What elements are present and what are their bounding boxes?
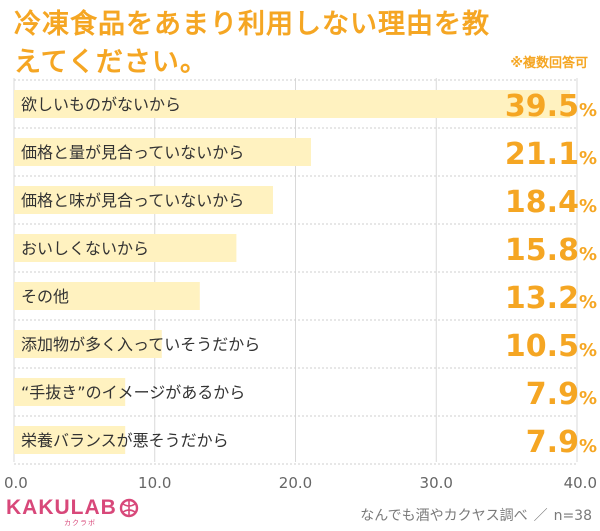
logo-ball-icon: [119, 498, 139, 518]
bar: [14, 378, 126, 406]
value-suffix: %: [579, 340, 597, 361]
value-label: 7.9%: [526, 425, 597, 460]
value-number: 10.5: [505, 329, 579, 364]
value-label: 15.8%: [505, 233, 597, 268]
source-text: なんでも酒やカクヤス調べ: [360, 508, 528, 524]
multiple-answers-note: ※複数回答可: [510, 56, 588, 71]
value-suffix: %: [579, 436, 597, 457]
value-label: 10.5%: [505, 329, 597, 364]
value-number: 7.9: [526, 425, 579, 460]
value-number: 15.8: [505, 233, 579, 268]
value-number: 39.5: [505, 89, 579, 124]
bar: [14, 138, 311, 166]
x-tick-label: 0.0: [4, 474, 28, 492]
category-label: おいしくないから: [21, 239, 149, 258]
value-suffix: %: [579, 148, 597, 169]
category-label: 価格と味が見合っていないから: [21, 191, 244, 210]
x-tick-label: 20.0: [279, 474, 312, 492]
value-number: 13.2: [505, 281, 579, 316]
value-suffix: %: [579, 196, 597, 217]
x-tick-label: 30.0: [420, 474, 453, 492]
bar: [14, 234, 237, 262]
x-tick-label: 40.0: [564, 474, 597, 492]
value-number: 18.4: [505, 185, 579, 220]
bar: [14, 186, 273, 214]
bar: [14, 90, 570, 118]
value-suffix: %: [579, 388, 597, 409]
category-label: 栄養バランスが悪そうだから: [21, 431, 229, 450]
bar: [14, 330, 162, 358]
category-label: 価格と量が見合っていないから: [21, 143, 244, 162]
logo-text: KAKULAB: [6, 496, 117, 519]
category-label: “手抜き”のイメージがあるから: [21, 383, 245, 402]
source-note: なんでも酒やカクヤス調べ ／ n=38: [360, 505, 592, 525]
value-suffix: %: [579, 244, 597, 265]
bar: [14, 282, 200, 310]
bar: [14, 426, 126, 454]
x-tick-label: 10.0: [138, 474, 171, 492]
category-label: その他: [21, 287, 69, 306]
category-label: 添加物が多く入っていそうだから: [21, 335, 260, 354]
kakulabo-logo: KAKULAB カクラボ: [6, 496, 139, 527]
chart-title: 冷凍食品をあまり利用しない理由を教えてください。: [14, 9, 490, 78]
value-number: 21.1: [505, 137, 579, 172]
sample-size: n=38: [553, 508, 592, 524]
value-label: 21.1%: [505, 137, 597, 172]
value-label: 39.5%: [505, 89, 597, 124]
value-label: 7.9%: [526, 377, 597, 412]
separator: ／: [533, 508, 548, 524]
value-label: 13.2%: [505, 281, 597, 316]
category-label: 欲しいものがないから: [21, 95, 181, 114]
value-suffix: %: [579, 292, 597, 313]
value-label: 18.4%: [505, 185, 597, 220]
value-suffix: %: [579, 100, 597, 121]
value-number: 7.9: [526, 377, 579, 412]
logo-subtext: カクラボ: [64, 519, 96, 527]
